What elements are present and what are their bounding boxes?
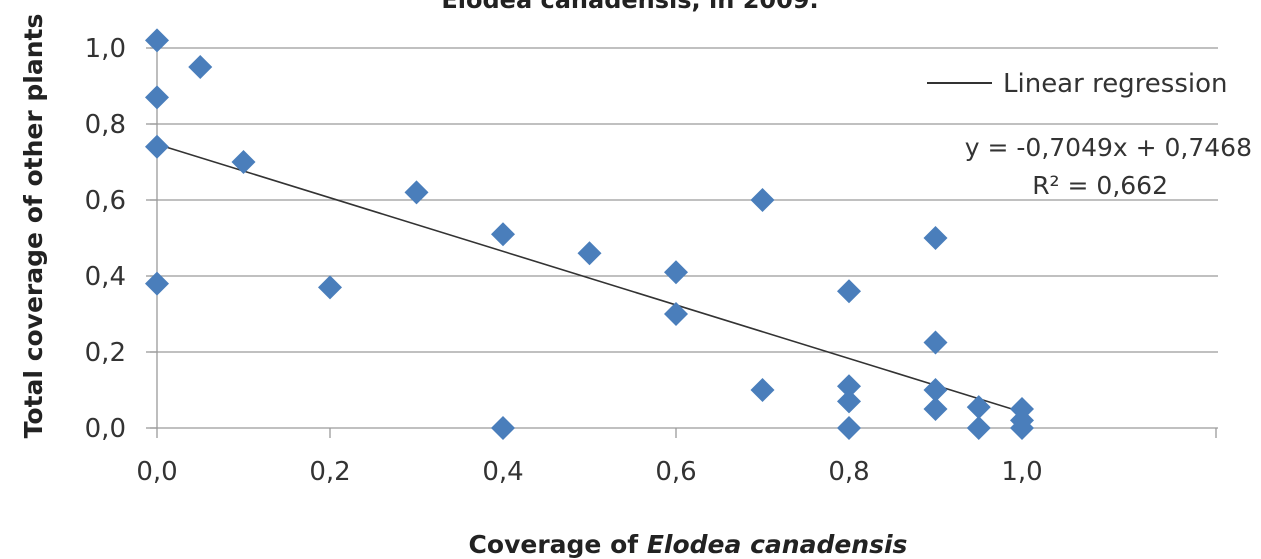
- x-tick-label: 0,8: [828, 457, 869, 487]
- data-point: [664, 260, 688, 285]
- data-point: [1010, 416, 1034, 440]
- data-point: [664, 302, 688, 326]
- data-point: [404, 180, 429, 205]
- data-point: [145, 271, 169, 296]
- data-point: [145, 28, 169, 53]
- data-point: [750, 378, 775, 402]
- data-point: [188, 55, 213, 79]
- data-point: [966, 395, 991, 420]
- data-point: [837, 279, 861, 304]
- y-axis-title: Total coverage of other plants: [19, 14, 48, 439]
- gridlines: [146, 42, 1218, 438]
- x-tick-label: 1,0: [1001, 457, 1042, 487]
- data-point: [837, 416, 861, 440]
- data-points: [145, 28, 1034, 440]
- data-point: [231, 150, 256, 174]
- data-point: [491, 222, 515, 247]
- data-point: [750, 188, 775, 212]
- data-point: [923, 378, 948, 402]
- regression-line: [156, 143, 1023, 413]
- y-tick-label: 0,8: [85, 110, 126, 140]
- x-axis-title-species: Elodea canadensis: [647, 530, 908, 559]
- legend-label: Linear regression: [1003, 69, 1228, 99]
- data-point: [966, 416, 991, 440]
- x-axis-title: Coverage of Elodea canadensis: [469, 530, 908, 559]
- x-tick-label: 0,2: [309, 457, 350, 487]
- y-tick-label: 0,6: [85, 186, 126, 216]
- y-tick-labels: 0,0 0,2 0,4 0,6 0,8 1,0: [85, 34, 126, 444]
- data-point: [318, 275, 342, 300]
- x-tick-label: 0,0: [136, 457, 177, 487]
- data-point: [577, 241, 602, 266]
- y-tick-label: 0,4: [85, 262, 126, 292]
- regression-line-group: [156, 143, 1023, 413]
- x-tick-label: 0,6: [655, 457, 696, 487]
- chart-title: Elodea canadensis, in 2009.: [441, 0, 818, 14]
- regression-r-squared: R² = 0,662: [1032, 171, 1168, 200]
- data-point: [837, 374, 861, 399]
- data-point: [145, 85, 169, 110]
- legend: Linear regression: [927, 69, 1228, 99]
- y-tick-label: 0,0: [85, 414, 126, 444]
- x-axis-title-prefix: Coverage of: [469, 530, 647, 559]
- x-tick-labels: 0,0 0,2 0,4 0,6 0,8 1,0: [136, 457, 1042, 487]
- data-point: [145, 134, 169, 159]
- data-point: [837, 389, 861, 414]
- regression-equation: y = -0,7049x + 0,7468: [965, 133, 1252, 162]
- data-point: [923, 397, 948, 421]
- y-tick-label: 1,0: [85, 34, 126, 64]
- y-tick-label: 0,2: [85, 338, 126, 368]
- data-point: [923, 226, 948, 250]
- data-point: [923, 330, 948, 355]
- x-tick-label: 0,4: [482, 457, 523, 487]
- data-point: [491, 416, 515, 440]
